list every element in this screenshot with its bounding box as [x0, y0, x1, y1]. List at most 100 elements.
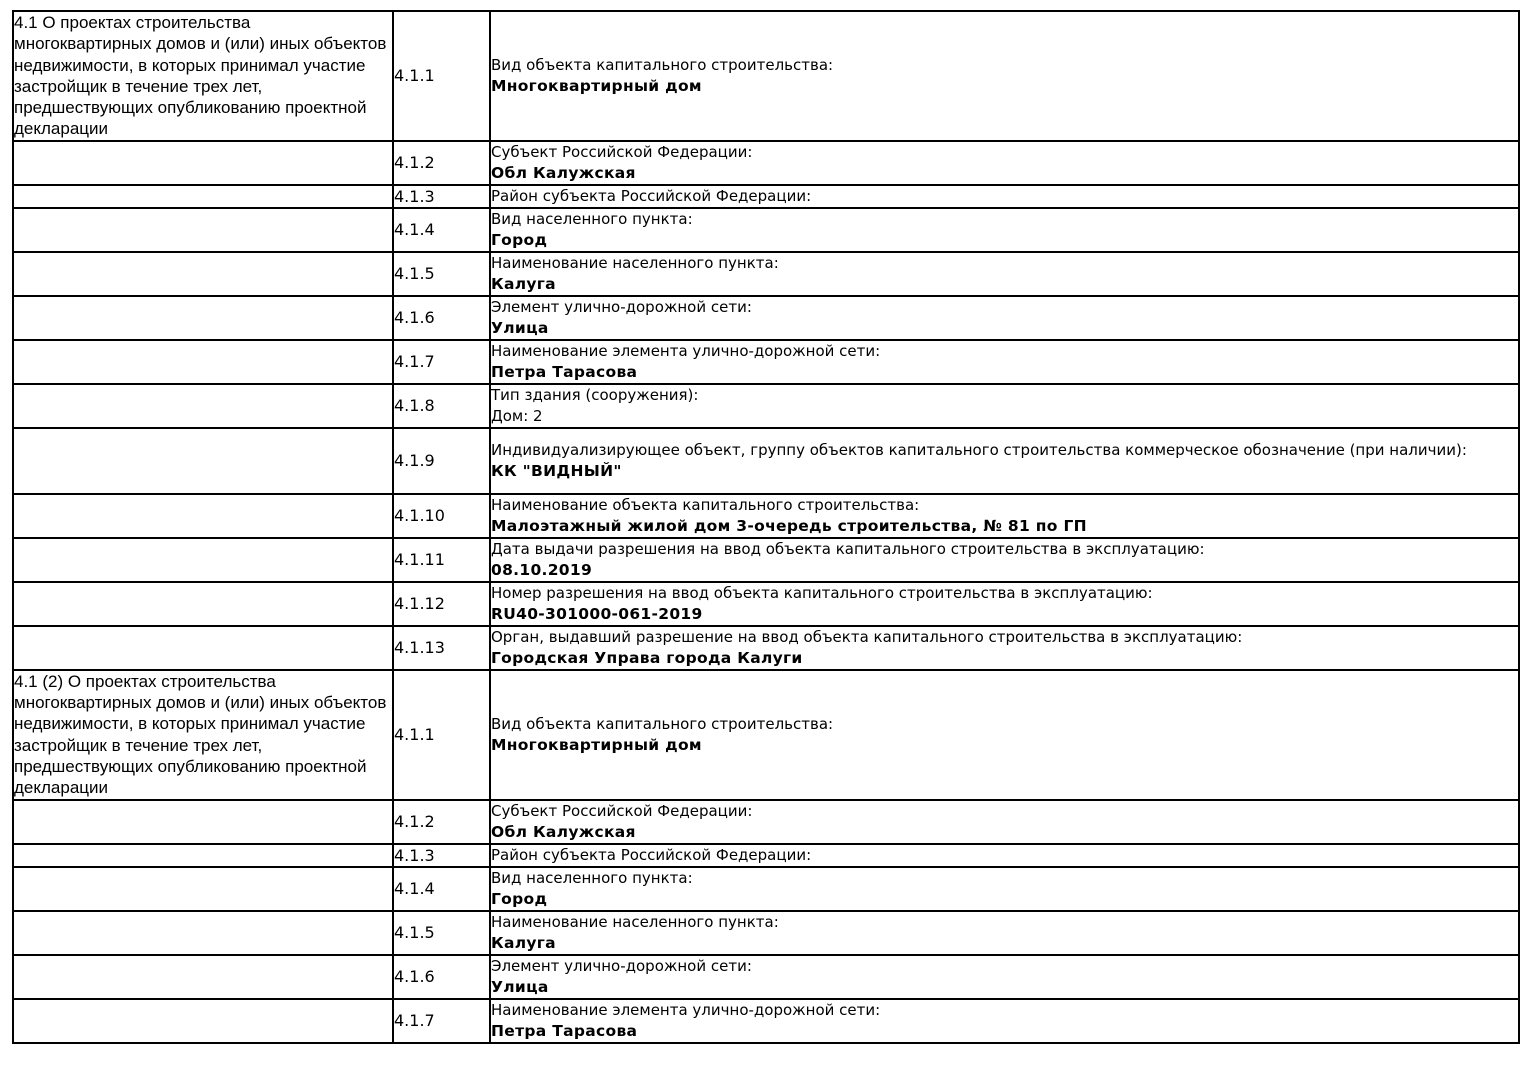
- field-value: Многоквартирный дом: [491, 76, 702, 95]
- table-row: 4.1.11 Дата выдачи разрешения на ввод об…: [12, 536, 1520, 583]
- left-spacer-cell: [12, 953, 394, 1000]
- left-spacer-cell: [12, 206, 394, 253]
- field-label: Дата выдачи разрешения на ввод объекта к…: [491, 539, 1205, 558]
- row-content-cell: Район субъекта Российской Федерации:: [489, 183, 1520, 209]
- row-number-cell: 4.1.2: [392, 139, 491, 186]
- left-spacer-cell: [12, 492, 394, 539]
- row-content-cell: Вид населенного пункта: Город: [489, 865, 1520, 912]
- row-number-cell: 4.1.3: [392, 842, 491, 868]
- field-value: КК "ВИДНЫЙ": [491, 461, 622, 480]
- field-value: Петра Тарасова: [491, 1021, 638, 1040]
- table-row: 4.1.4 Вид населенного пункта: Город: [12, 865, 1520, 912]
- field-label: Вид населенного пункта:: [491, 868, 693, 887]
- left-spacer-cell: [12, 250, 394, 297]
- field-value: Улица: [491, 318, 549, 337]
- field-label: Субъект Российской Федерации:: [491, 801, 753, 820]
- table-row: 4.1.4 Вид населенного пункта: Город: [12, 206, 1520, 253]
- table-row: 4.1.5 Наименование населенного пункта: К…: [12, 250, 1520, 297]
- field-label: Наименование элемента улично-дорожной се…: [491, 1000, 881, 1019]
- field-value: RU40-301000-061-2019: [491, 604, 703, 623]
- row-content-cell: Элемент улично-дорожной сети: Улица: [489, 294, 1520, 341]
- field-label: Район субъекта Российской Федерации:: [491, 845, 812, 864]
- row-content-cell: Район субъекта Российской Федерации:: [489, 842, 1520, 868]
- row-content-cell: Субъект Российской Федерации: Обл Калужс…: [489, 798, 1520, 845]
- row-content-cell: Номер разрешения на ввод объекта капитал…: [489, 580, 1520, 627]
- field-value: Калуга: [491, 933, 556, 952]
- left-spacer-cell: [12, 580, 394, 627]
- row-number-cell: 4.1.1: [392, 668, 491, 801]
- row-content-cell: Вид населенного пункта: Город: [489, 206, 1520, 253]
- field-label: Элемент улично-дорожной сети:: [491, 956, 752, 975]
- table-row: 4.1.2 Субъект Российской Федерации: Обл …: [12, 798, 1520, 845]
- row-number-cell: 4.1.9: [392, 426, 491, 495]
- row-number-cell: 4.1.11: [392, 536, 491, 583]
- left-spacer-cell: [12, 536, 394, 583]
- field-label: Субъект Российской Федерации:: [491, 142, 753, 161]
- field-value: Петра Тарасова: [491, 362, 638, 381]
- table-row: 4.1.6 Элемент улично-дорожной сети: Улиц…: [12, 294, 1520, 341]
- left-spacer-cell: [12, 997, 394, 1044]
- row-number-cell: 4.1.10: [392, 492, 491, 539]
- table-row: 4.1.7 Наименование элемента улично-дорож…: [12, 997, 1520, 1044]
- row-number-cell: 4.1.8: [392, 382, 491, 429]
- field-label: Тип здания (сооружения):: [491, 385, 699, 404]
- row-content-cell: Дата выдачи разрешения на ввод объекта к…: [489, 536, 1520, 583]
- row-content-cell: Индивидуализирующее объект, группу объек…: [489, 426, 1520, 495]
- field-label: Район субъекта Российской Федерации:: [491, 186, 812, 205]
- field-value: Обл Калужская: [491, 163, 636, 182]
- row-content-cell: Субъект Российской Федерации: Обл Калужс…: [489, 139, 1520, 186]
- row-number-cell: 4.1.6: [392, 294, 491, 341]
- row-content-cell: Вид объекта капитального строительства: …: [489, 668, 1520, 801]
- field-label: Элемент улично-дорожной сети:: [491, 297, 752, 316]
- table-row: 4.1.3 Район субъекта Российской Федераци…: [12, 842, 1520, 868]
- row-number-cell: 4.1.5: [392, 909, 491, 956]
- row-number-cell: 4.1.5: [392, 250, 491, 297]
- section-description-cell: 4.1 О проектах строительства многокварти…: [12, 10, 394, 142]
- field-value: 08.10.2019: [491, 560, 593, 579]
- field-label: Орган, выдавший разрешение на ввод объек…: [491, 627, 1243, 646]
- row-content-cell: Наименование элемента улично-дорожной се…: [489, 997, 1520, 1044]
- field-value: Город: [491, 230, 548, 249]
- field-label: Вид объекта капитального строительства:: [491, 714, 834, 733]
- field-value: Многоквартирный дом: [491, 735, 702, 754]
- table-row: 4.1.3 Район субъекта Российской Федераци…: [12, 183, 1520, 209]
- row-content-cell: Вид объекта капитального строительства: …: [489, 10, 1520, 142]
- field-value: Калуга: [491, 274, 556, 293]
- field-value: Обл Калужская: [491, 822, 636, 841]
- row-content-cell: Элемент улично-дорожной сети: Улица: [489, 953, 1520, 1000]
- row-content-cell: Орган, выдавший разрешение на ввод объек…: [489, 624, 1520, 671]
- section-description-cell: 4.1 (2) О проектах строительства многокв…: [12, 668, 394, 801]
- field-label: Наименование населенного пункта:: [491, 912, 779, 931]
- left-spacer-cell: [12, 624, 394, 671]
- field-label: Наименование населенного пункта:: [491, 253, 779, 272]
- left-spacer-cell: [12, 139, 394, 186]
- row-number-cell: 4.1.12: [392, 580, 491, 627]
- field-value: Малоэтажный жилой дом 3-очередь строител…: [491, 516, 1087, 535]
- left-spacer-cell: [12, 183, 394, 209]
- field-label: Вид объекта капитального строительства:: [491, 55, 834, 74]
- row-content-cell: Наименование элемента улично-дорожной се…: [489, 338, 1520, 385]
- table-row: 4.1.2 Субъект Российской Федерации: Обл …: [12, 139, 1520, 186]
- row-number-cell: 4.1.7: [392, 997, 491, 1044]
- left-spacer-cell: [12, 294, 394, 341]
- field-label: Наименование объекта капитального строит…: [491, 495, 920, 514]
- left-spacer-cell: [12, 382, 394, 429]
- field-label: Вид населенного пункта:: [491, 209, 693, 228]
- row-number-cell: 4.1.1: [392, 10, 491, 142]
- row-number-cell: 4.1.3: [392, 183, 491, 209]
- row-content-cell: Наименование населенного пункта: Калуга: [489, 250, 1520, 297]
- row-number-cell: 4.1.4: [392, 865, 491, 912]
- table-row: 4.1.9 Индивидуализирующее объект, группу…: [12, 426, 1520, 495]
- table-row: 4.1.5 Наименование населенного пункта: К…: [12, 909, 1520, 956]
- field-label: Индивидуализирующее объект, группу объек…: [491, 440, 1467, 459]
- row-content-cell: Наименование населенного пункта: Калуга: [489, 909, 1520, 956]
- field-value: Городская Управа города Калуги: [491, 648, 803, 667]
- project-declaration-table: 4.1 О проектах строительства многокварти…: [12, 10, 1520, 1044]
- row-content-cell: Наименование объекта капитального строит…: [489, 492, 1520, 539]
- left-spacer-cell: [12, 865, 394, 912]
- table-row: 4.1 О проектах строительства многокварти…: [12, 10, 1520, 142]
- table-row: 4.1.12 Номер разрешения на ввод объекта …: [12, 580, 1520, 627]
- row-number-cell: 4.1.6: [392, 953, 491, 1000]
- table-row: 4.1.13 Орган, выдавший разрешение на вво…: [12, 624, 1520, 671]
